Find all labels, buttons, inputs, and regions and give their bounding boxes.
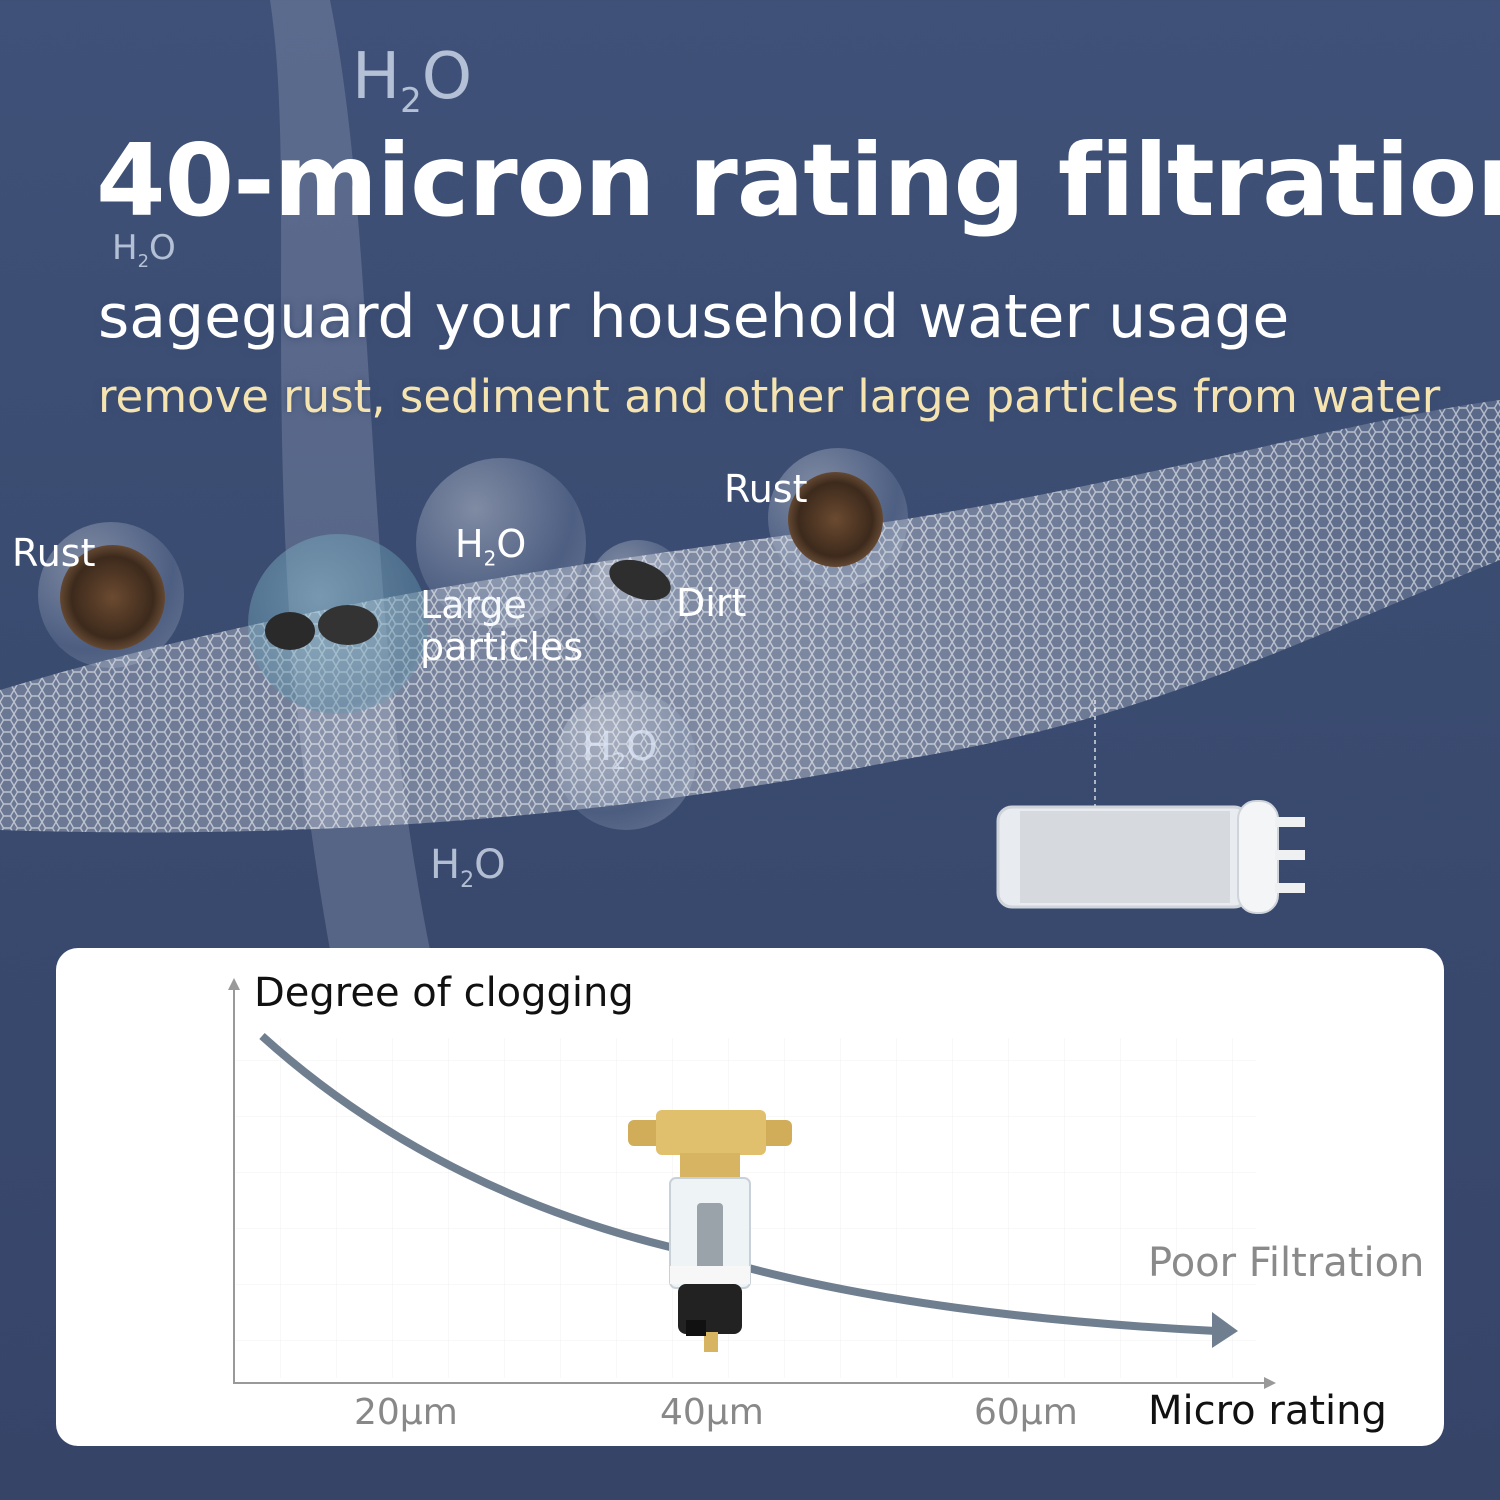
dirt-label: Dirt [676,581,747,625]
rust-label: Rust [12,531,96,575]
subtitle: sageguard your household water usage [98,282,1290,352]
filter-cartridge-icon [996,800,1305,914]
rust-particle-icon [60,545,165,650]
clogging-chart [228,978,1276,1389]
poor-filtration-annotation: Poor Filtration [1148,1240,1425,1286]
page-title: 40-micron rating filtration [96,122,1500,239]
x-axis-label: Micro rating [1148,1388,1387,1434]
large-label-line2: particles [420,625,584,669]
y-axis-label: Degree of clogging [254,970,634,1016]
x-tick: 40μm [660,1392,764,1433]
particles-icon [265,612,315,650]
h2o-label: H2O [455,522,527,571]
h2o-label: H2O [430,842,506,893]
h2o-bubble [556,690,696,830]
x-tick: 20μm [354,1392,458,1433]
tagline: remove rust, sediment and other large pa… [98,370,1441,423]
rust-particle-icon [788,472,883,567]
h2o-label: H2O [112,228,176,272]
filter-product-icon [628,1110,792,1352]
h2o-bubble [416,458,586,628]
water-splash [0,400,1500,833]
y-axis-arrow [228,978,240,990]
large-particles-label: Large particles [420,584,583,668]
x-axis-arrow [1264,1377,1276,1389]
h2o-label: H2O [582,724,658,775]
large-label-line1: Large [420,584,583,626]
curve-arrowhead [1212,1312,1238,1348]
rust-label: Rust [724,467,808,511]
h2o-label: H2O [352,40,473,121]
x-tick: 60μm [974,1392,1078,1433]
chart-card: Degree of clogging Poor Filtration 20μm … [56,948,1444,1446]
particles-icon [318,605,378,645]
